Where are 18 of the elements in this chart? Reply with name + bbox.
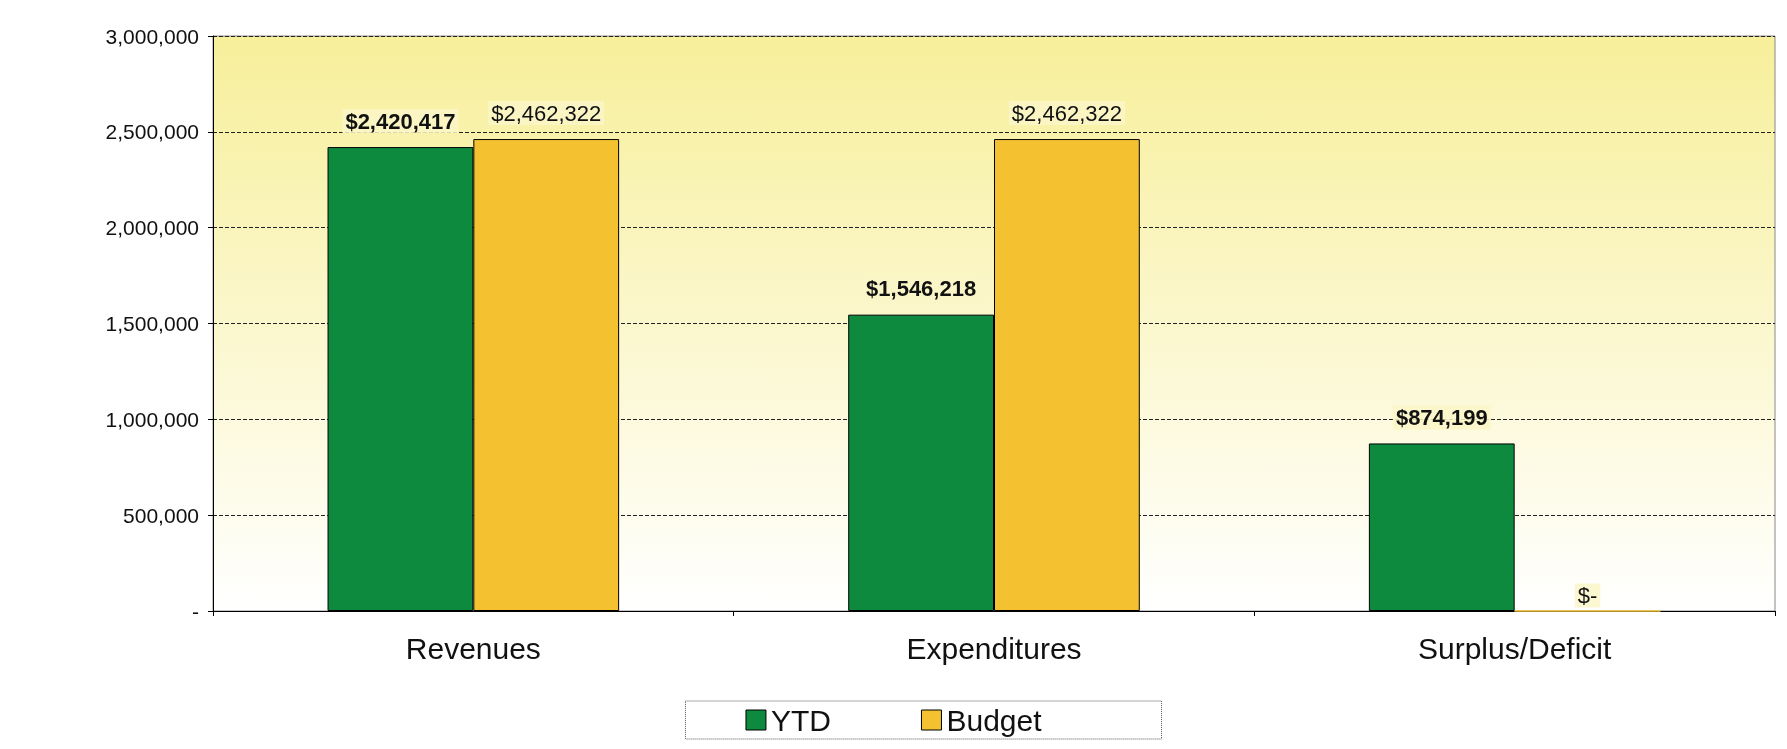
data-label: $1,546,218 bbox=[866, 276, 977, 302]
y-tick-label: 3,000,000 bbox=[105, 24, 199, 48]
y-tick-label: 1,000,000 bbox=[105, 407, 199, 431]
data-label: $874,199 bbox=[1395, 404, 1488, 430]
y-tick-label: 1,500,000 bbox=[105, 312, 199, 335]
data-label: $2,462,322 bbox=[491, 100, 602, 126]
x-tick-label: Surplus/Deficit bbox=[1417, 631, 1613, 665]
y-tick-label: 500,000 bbox=[123, 503, 199, 527]
y-tick-label: - bbox=[192, 599, 199, 623]
legend-label: YTD bbox=[770, 703, 831, 737]
data-label: $- bbox=[1577, 583, 1598, 608]
y-tick-label: 2,000,000 bbox=[105, 216, 199, 240]
x-tick-label: Revenues bbox=[405, 631, 541, 665]
y-tick-label: 2,500,000 bbox=[105, 120, 199, 144]
x-tick-label: Expenditures bbox=[906, 631, 1082, 665]
legend-label: Budget bbox=[946, 703, 1043, 737]
data-label: $2,420,417 bbox=[345, 108, 456, 134]
data-label: $2,462,322 bbox=[1011, 100, 1122, 126]
